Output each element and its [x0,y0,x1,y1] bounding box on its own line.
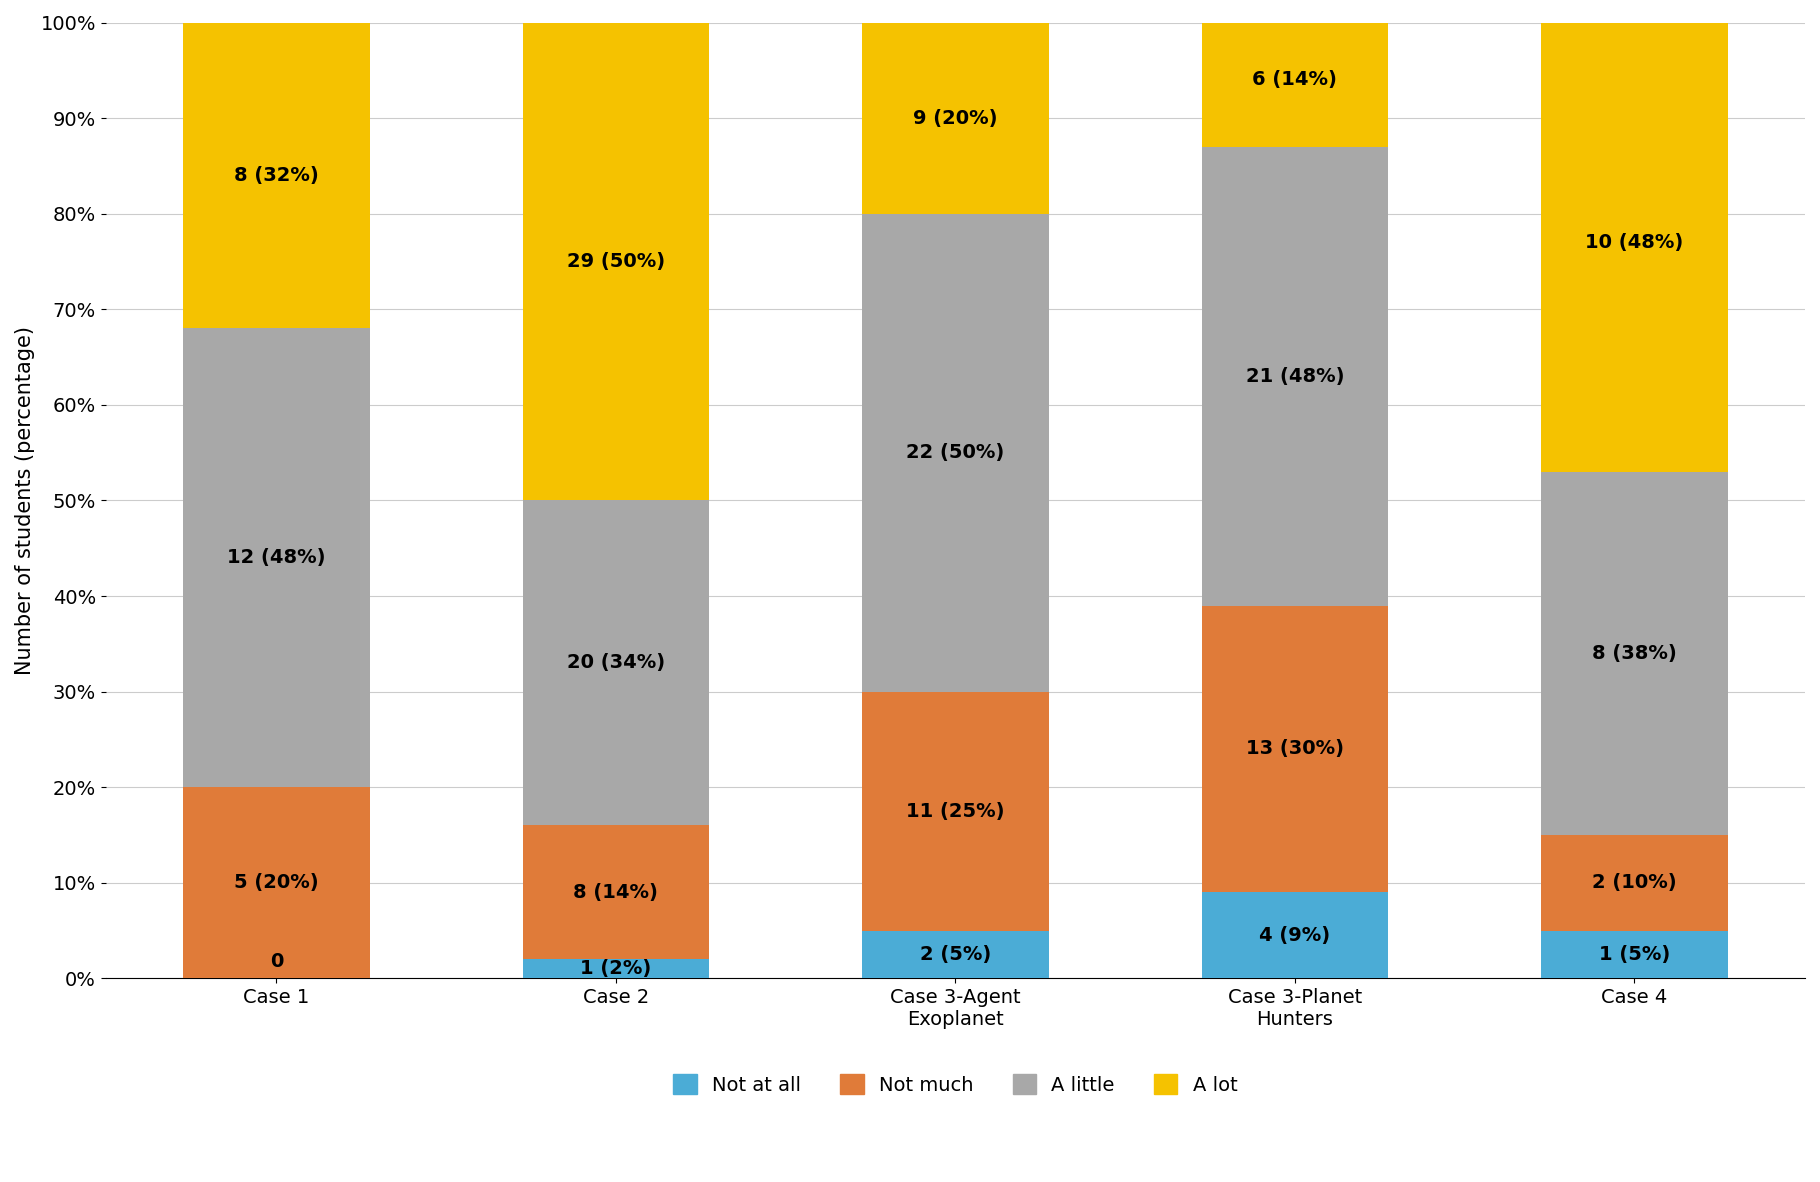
Text: 12 (48%): 12 (48%) [228,548,326,567]
Text: 2 (10%): 2 (10%) [1592,873,1676,892]
Bar [184,329,369,787]
Text: 29 (50%): 29 (50%) [566,252,664,271]
Text: 20 (34%): 20 (34%) [566,654,664,673]
Bar [1542,13,1727,472]
Bar [1201,13,1389,147]
Bar [863,930,1048,979]
Text: 9 (20%): 9 (20%) [914,109,997,128]
Text: 10 (48%): 10 (48%) [1585,233,1684,252]
Bar [863,691,1048,930]
Text: 22 (50%): 22 (50%) [906,443,1005,462]
Bar [863,22,1048,214]
Text: 0: 0 [269,952,284,970]
Text: 1 (5%): 1 (5%) [1598,944,1671,965]
Bar [522,825,710,960]
Text: 8 (38%): 8 (38%) [1592,644,1676,663]
Text: 8 (14%): 8 (14%) [573,883,659,902]
Text: 2 (5%): 2 (5%) [919,944,992,965]
Bar [1542,834,1727,930]
Bar [522,960,710,979]
Bar [1542,930,1727,979]
Text: 4 (9%): 4 (9%) [1259,926,1330,944]
Text: 11 (25%): 11 (25%) [906,801,1005,820]
Bar [1201,605,1389,892]
Bar [863,214,1048,691]
Text: 6 (14%): 6 (14%) [1252,71,1338,90]
Bar [1201,892,1389,979]
Text: 13 (30%): 13 (30%) [1247,740,1343,759]
Bar [184,22,369,329]
Text: 5 (20%): 5 (20%) [235,873,318,892]
Text: 21 (48%): 21 (48%) [1245,366,1345,385]
Bar [184,787,369,979]
Bar [522,500,710,825]
Bar [1201,147,1389,605]
Y-axis label: Number of students (percentage): Number of students (percentage) [15,326,35,675]
Text: 8 (32%): 8 (32%) [235,165,318,184]
Bar [1542,472,1727,834]
Text: 1 (2%): 1 (2%) [581,960,652,979]
Bar [522,22,710,500]
Legend: Not at all, Not much, A little, A lot: Not at all, Not much, A little, A lot [666,1066,1245,1103]
